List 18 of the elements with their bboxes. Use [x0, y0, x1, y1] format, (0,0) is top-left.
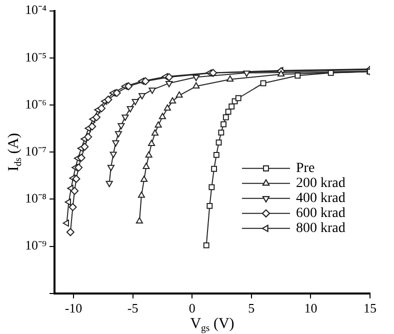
y-tick-label: 10⁻⁷	[24, 144, 47, 159]
y-axis-title: Ids (A)	[6, 132, 24, 172]
x-tick-label: -10	[64, 300, 82, 316]
x-tick-label: 5	[248, 300, 255, 316]
legend-label: 800 krad	[296, 221, 346, 236]
legend-label: 200 krad	[296, 176, 346, 192]
y-tick-label: 10⁻⁶	[24, 96, 47, 112]
y-tick-label: 10⁻⁴	[24, 2, 47, 18]
x-tick-label: -5	[127, 300, 138, 316]
x-tick-label: 10	[304, 300, 318, 316]
x-tick-label: 15	[364, 300, 376, 316]
legend-label: 600 krad	[296, 206, 346, 222]
y-tick-label: 10⁻⁵	[24, 49, 47, 64]
legend-label: 400 krad	[296, 191, 346, 206]
legend-label: Pre	[296, 161, 315, 176]
y-tick-label: 10⁻⁸	[24, 190, 47, 206]
x-tick-label: 0	[188, 300, 196, 316]
y-tick-label: 10⁻⁹	[24, 238, 47, 253]
